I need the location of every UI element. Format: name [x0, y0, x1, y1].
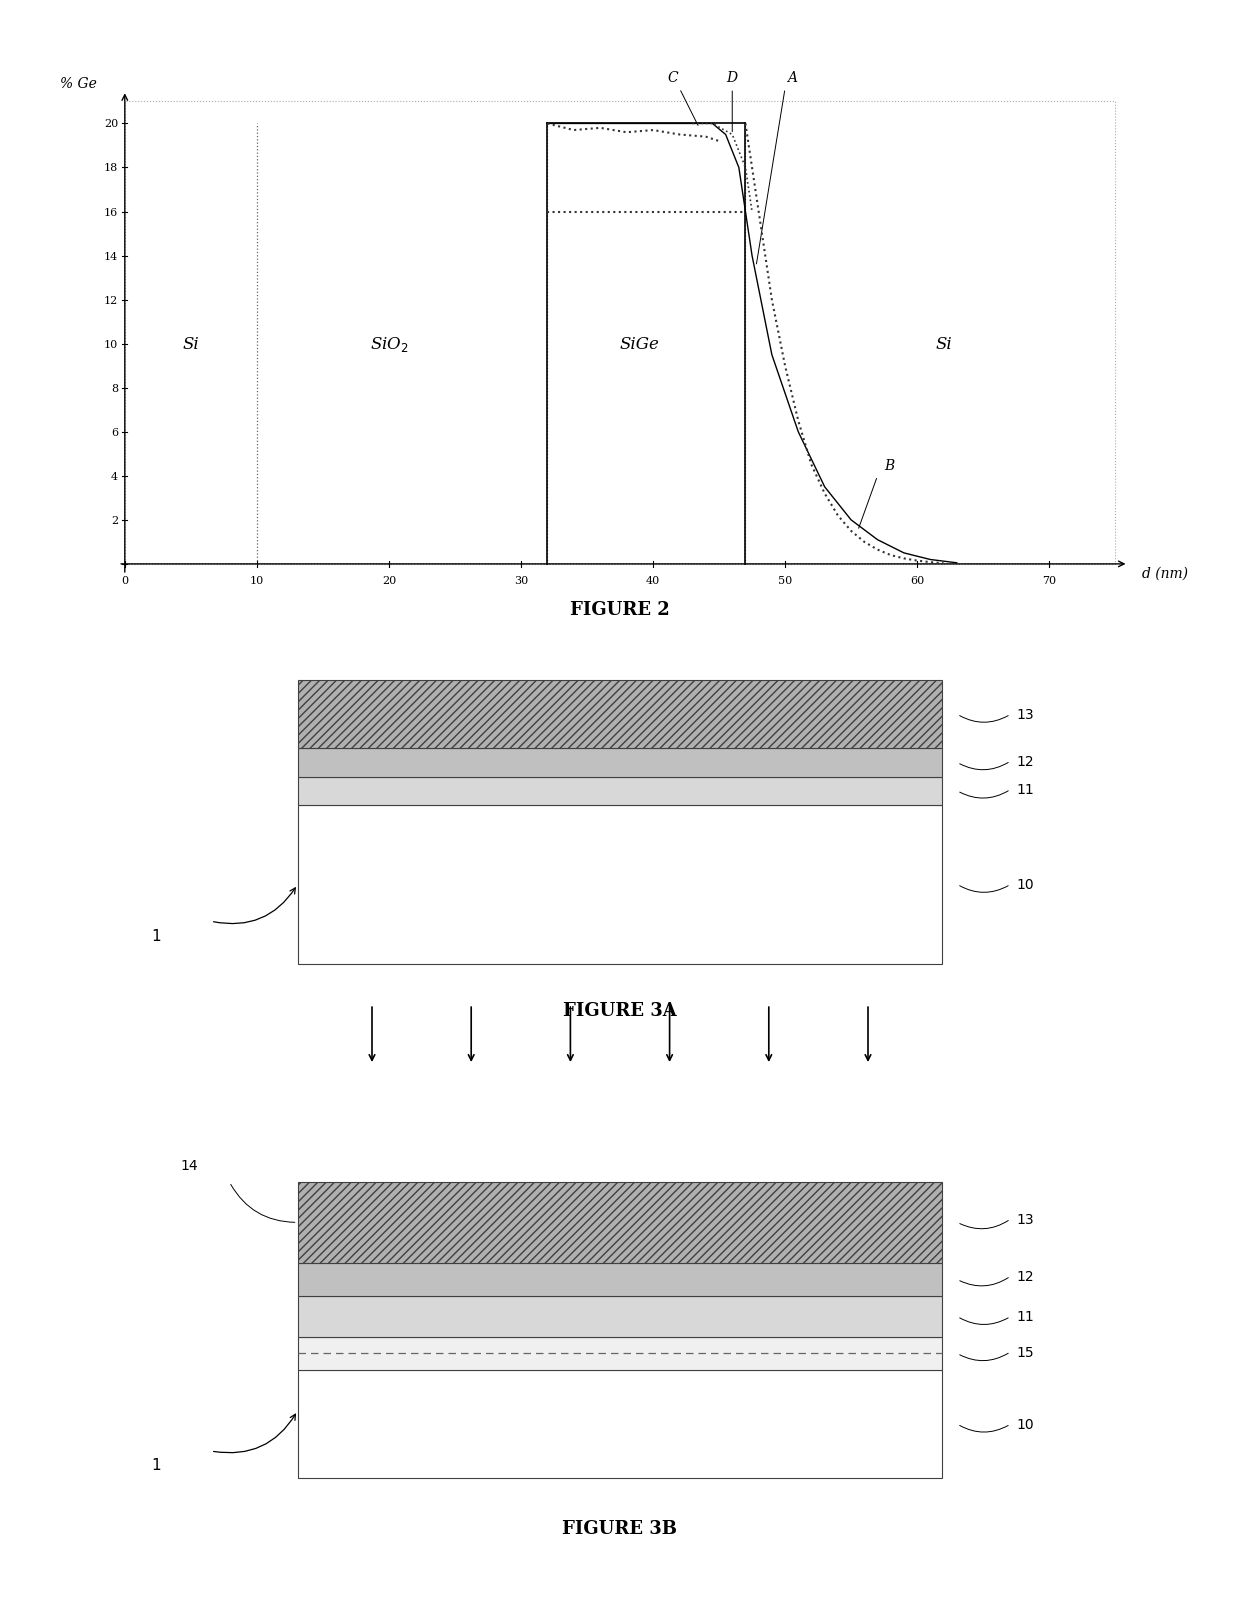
Text: Si: Si — [935, 336, 952, 354]
Text: 15: 15 — [1017, 1345, 1034, 1360]
Bar — [298, 681, 942, 749]
Text: SiO$_2$: SiO$_2$ — [370, 334, 408, 354]
Text: 12: 12 — [1017, 755, 1034, 768]
Text: 0: 0 — [122, 575, 129, 585]
Text: 10: 10 — [249, 575, 264, 585]
Text: 40: 40 — [646, 575, 660, 585]
Text: 6: 6 — [112, 427, 118, 437]
Text: 11: 11 — [1017, 1310, 1034, 1324]
Text: 30: 30 — [513, 575, 528, 585]
Text: d (nm): d (nm) — [1142, 566, 1188, 580]
Text: C: C — [667, 71, 678, 85]
Text: 20: 20 — [382, 575, 396, 585]
Text: 2: 2 — [112, 516, 118, 525]
Text: 1: 1 — [151, 929, 161, 943]
Bar — [298, 778, 942, 805]
Text: 13: 13 — [1017, 707, 1034, 722]
Text: 70: 70 — [1042, 575, 1056, 585]
Text: A: A — [786, 71, 796, 85]
Bar — [298, 749, 942, 778]
Text: D: D — [727, 71, 738, 85]
Text: 8: 8 — [112, 384, 118, 394]
Text: 50: 50 — [777, 575, 792, 585]
Bar — [298, 1297, 942, 1337]
Text: SiGe: SiGe — [620, 336, 660, 354]
Text: 10: 10 — [1017, 1417, 1034, 1432]
Text: 14: 14 — [104, 251, 118, 262]
Text: 4: 4 — [112, 471, 118, 482]
Text: FIGURE 3B: FIGURE 3B — [563, 1519, 677, 1536]
Text: 60: 60 — [910, 575, 924, 585]
Text: 16: 16 — [104, 207, 118, 217]
Text: B: B — [884, 458, 894, 472]
Text: 11: 11 — [1017, 783, 1034, 797]
Text: FIGURE 2: FIGURE 2 — [570, 601, 670, 619]
Text: 13: 13 — [1017, 1212, 1034, 1226]
Text: % Ge: % Ge — [61, 77, 97, 92]
Bar — [298, 1337, 942, 1371]
Text: 18: 18 — [104, 164, 118, 174]
Text: 10: 10 — [1017, 877, 1034, 892]
Text: Si: Si — [182, 336, 200, 354]
Text: 20: 20 — [104, 119, 118, 130]
Text: 1: 1 — [151, 1458, 161, 1472]
Bar — [298, 1263, 942, 1297]
Text: 12: 12 — [1017, 1270, 1034, 1284]
Text: 14: 14 — [181, 1159, 198, 1173]
Bar — [298, 1183, 942, 1263]
Text: FIGURE 3A: FIGURE 3A — [563, 1001, 677, 1019]
Bar — [298, 1371, 942, 1478]
Text: 12: 12 — [104, 296, 118, 305]
Bar — [298, 805, 942, 964]
Text: 10: 10 — [104, 339, 118, 349]
